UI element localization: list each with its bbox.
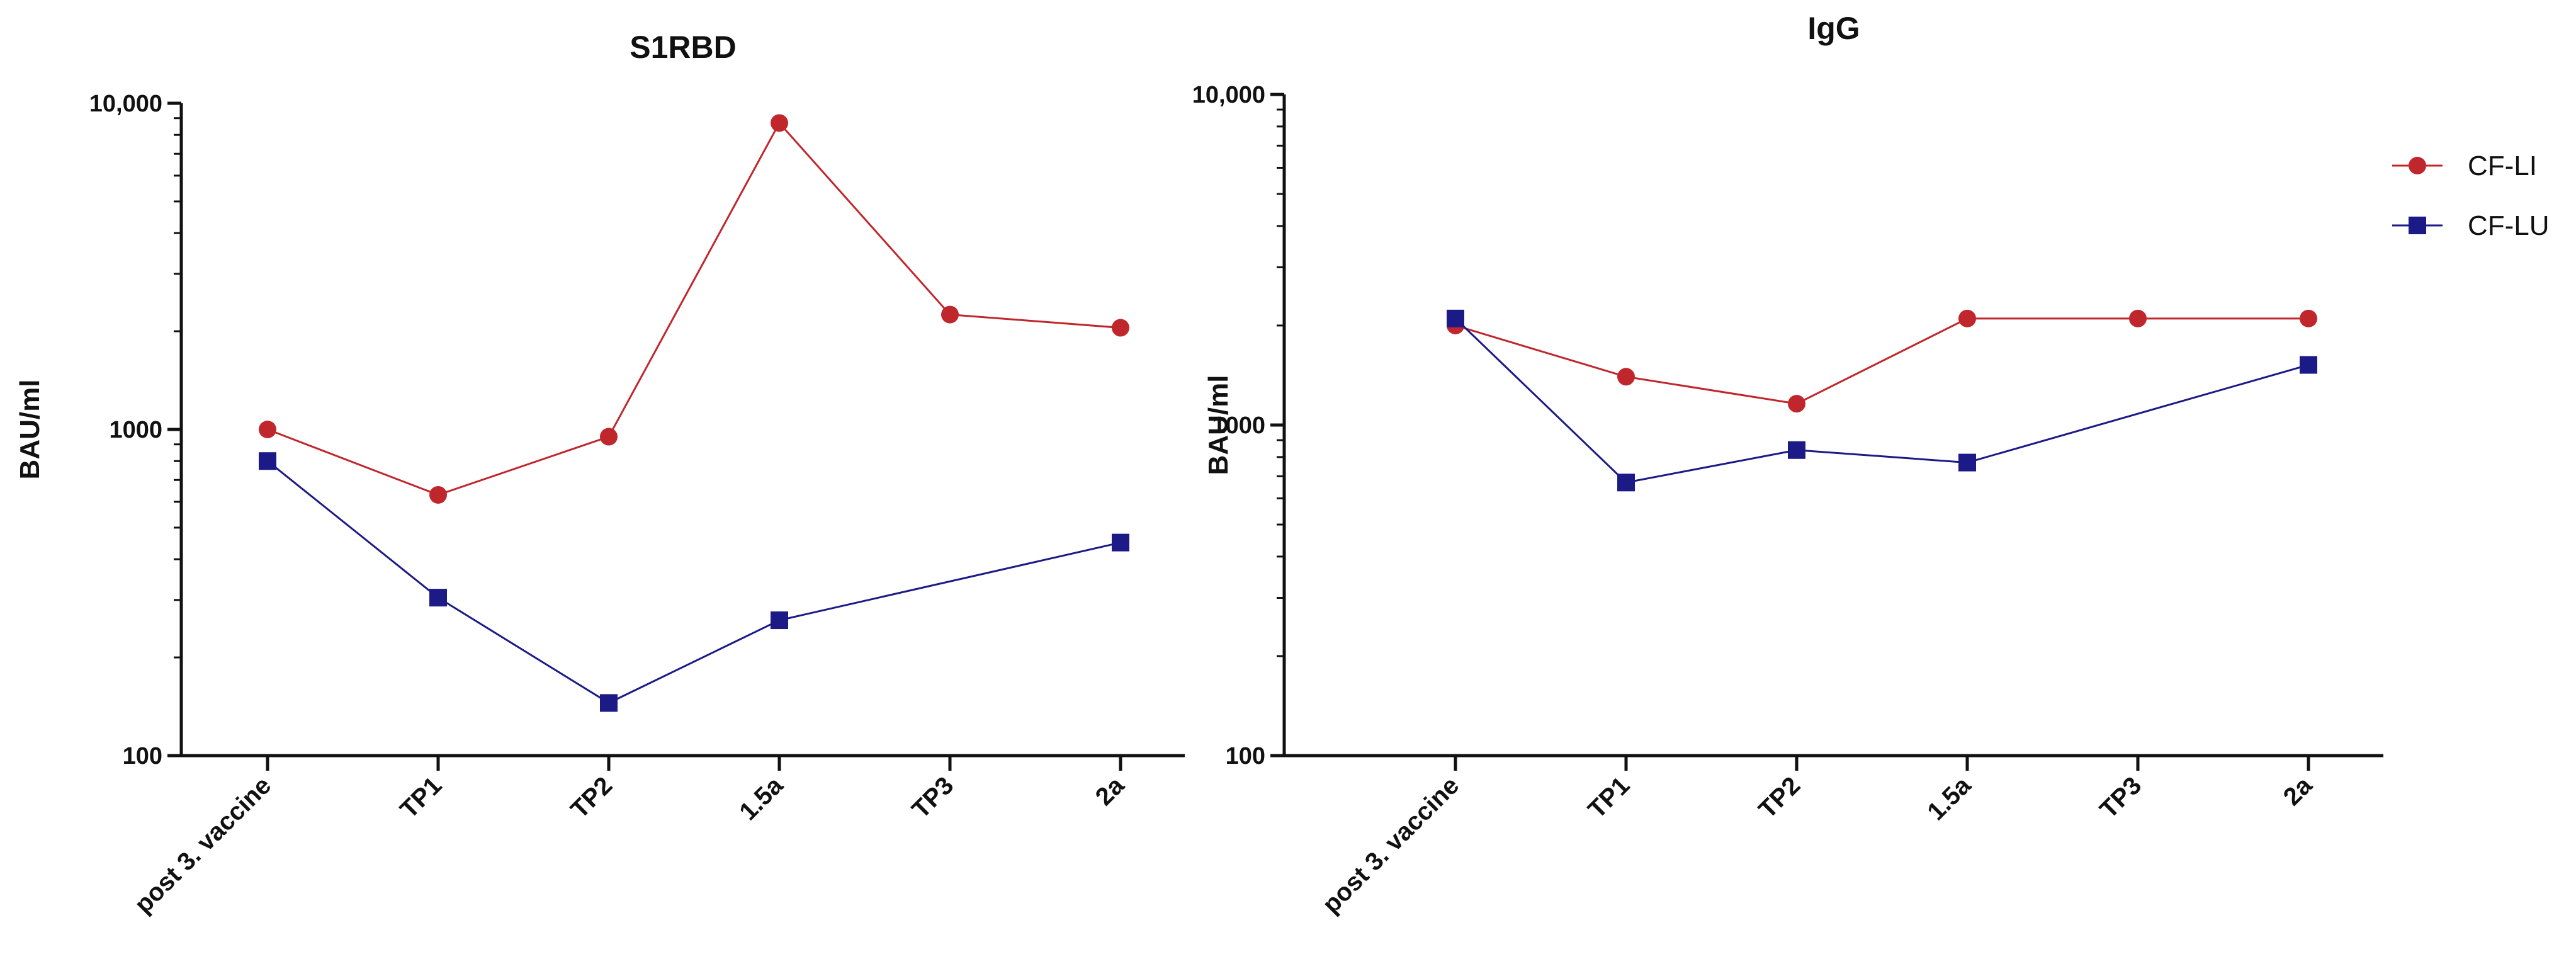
x-tick-label-1-5a: 1.5a xyxy=(734,771,789,826)
legend-label: CF-LI xyxy=(2468,150,2537,181)
point-cf-lu-post-3-vaccine xyxy=(259,452,276,470)
chart-title: S1RBD xyxy=(630,30,736,65)
x-tick-label-2a: 2a xyxy=(2278,771,2318,811)
y-tick-label: 10,000 xyxy=(89,91,162,117)
point-cf-lu-tp1 xyxy=(1617,474,1635,492)
x-tick-label-tp2: TP2 xyxy=(1753,771,1805,824)
legend-marker-cf-li xyxy=(2409,157,2426,174)
x-tick-label-2a: 2a xyxy=(1090,771,1130,811)
y-tick-label: 10,000 xyxy=(1192,82,1265,108)
point-cf-lu-1-5a xyxy=(771,611,788,630)
chart-s1rbd: S1RBD BAU/ml 100 1000 10,000 post 3. vaccine T… xyxy=(14,30,1185,919)
series-line-cf-lu xyxy=(1454,317,2309,484)
legend-marker-cf-lu xyxy=(2409,217,2426,234)
y-tick-label: 100 xyxy=(1226,743,1265,769)
point-cf-li-tp3 xyxy=(941,305,959,324)
legend-item-cf-li: CF-LI xyxy=(2392,150,2537,181)
point-cf-lu-tp2 xyxy=(600,694,618,712)
x-tick-label-tp1: TP1 xyxy=(395,771,447,824)
y-axis-label: BAU/ml xyxy=(14,380,45,480)
legend-label: CF-LU xyxy=(2468,210,2550,241)
point-cf-lu-post-3-vaccine xyxy=(1447,309,1464,327)
point-cf-lu-2a xyxy=(2300,356,2317,374)
chart-igg: IgG BAU/ml 100 1000 10,000 post 3. vaccine TP1… xyxy=(1192,11,2383,919)
y-axis-label: BAU/ml xyxy=(1203,375,1234,475)
legend: CF-LI CF-LU xyxy=(2392,150,2550,241)
point-cf-li-1-5a xyxy=(771,114,788,132)
point-cf-li-2a xyxy=(2300,309,2317,327)
point-cf-li-tp1 xyxy=(1617,368,1635,386)
point-cf-lu-2a xyxy=(1112,533,1129,552)
series-line-cf-lu xyxy=(267,460,1121,705)
x-tick-label-tp3: TP3 xyxy=(2094,771,2147,824)
point-cf-lu-tp2 xyxy=(1788,441,1805,459)
point-cf-li-tp3 xyxy=(2129,309,2147,327)
x-tick-label-tp3: TP3 xyxy=(907,771,959,824)
point-cf-lu-1-5a xyxy=(1958,453,1976,472)
legend-item-cf-lu: CF-LU xyxy=(2392,210,2550,241)
series-line-cf-li xyxy=(1455,317,2308,405)
point-cf-li-2a xyxy=(1112,319,1129,337)
x-tick-label-tp1: TP1 xyxy=(1583,771,1635,824)
x-tick-label-1-5a: 1.5a xyxy=(1922,771,1977,826)
point-cf-lu-tp1 xyxy=(429,589,447,607)
point-cf-li-post-3-vaccine xyxy=(259,421,276,438)
y-tick-label: 100 xyxy=(123,743,162,769)
x-tick-label-post-3-vaccine: post 3. vaccine xyxy=(1317,771,1464,919)
y-tick-label: 1000 xyxy=(1212,412,1265,439)
point-cf-li-tp1 xyxy=(429,485,447,504)
series-line-cf-li xyxy=(267,121,1121,496)
point-cf-li-tp2 xyxy=(600,428,618,446)
y-tick-label: 1000 xyxy=(109,417,162,443)
point-cf-li-tp2 xyxy=(1788,395,1805,413)
chart-title: IgG xyxy=(1807,11,1860,46)
point-cf-li-1-5a xyxy=(1958,309,1976,327)
x-tick-label-post-3-vaccine: post 3. vaccine xyxy=(129,771,276,919)
x-tick-label-tp2: TP2 xyxy=(565,771,618,824)
